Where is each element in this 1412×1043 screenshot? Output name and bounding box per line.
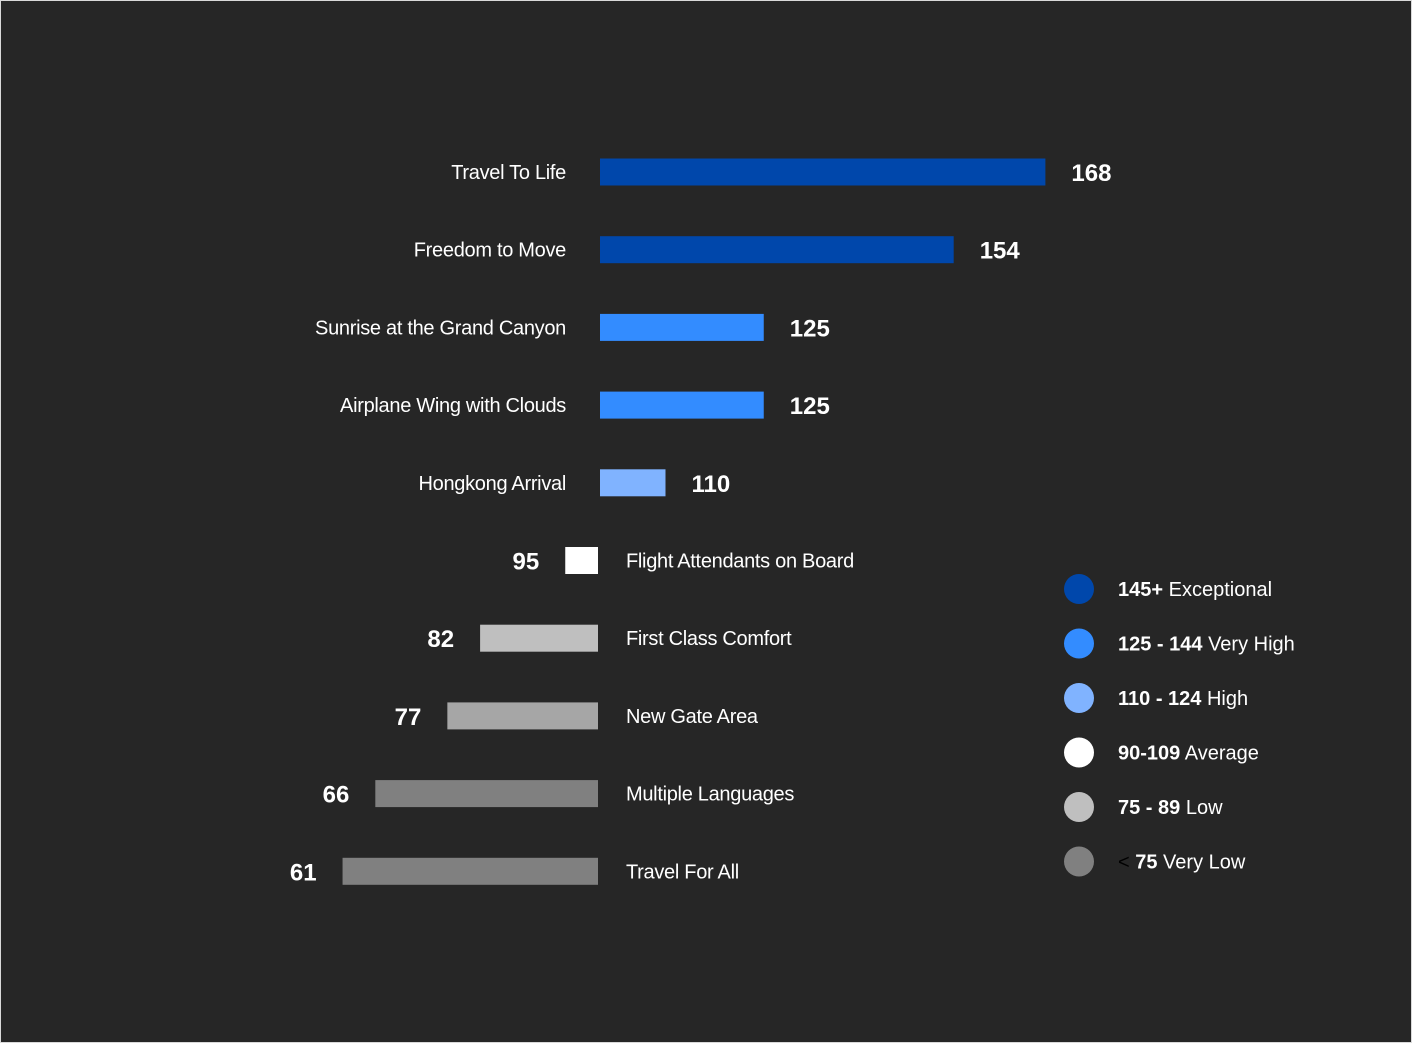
legend-label: 125 - 144 Very High [1118, 634, 1295, 656]
bars-layer: Travel To Life 168 Freedom to Move 154 Sunri… [290, 158, 1111, 886]
legend-label-part: Exceptional [1163, 579, 1272, 601]
category-label: Flight Attendants on Board [626, 551, 854, 573]
category-label: Airplane Wing with Clouds [340, 395, 566, 417]
category-label: Hongkong Arrival [418, 473, 566, 495]
legend-label-part: 110 - 124 [1118, 688, 1202, 710]
legend-label-part: 75 - 89 [1118, 797, 1180, 819]
legend-swatch [1064, 574, 1094, 604]
legend-swatch [1064, 792, 1094, 822]
legend-label-part: 145+ [1118, 579, 1163, 601]
value-label: 95 [513, 549, 540, 576]
bar [600, 313, 764, 341]
bar [480, 624, 598, 652]
value-label: 125 [790, 315, 830, 342]
legend-label-part: Average [1180, 743, 1259, 765]
category-label: Multiple Languages [626, 784, 794, 806]
legend-label-part: 75 [1130, 852, 1158, 874]
legend: 145+ Exceptional 125 - 144 Very High 110 -… [1064, 574, 1295, 877]
legend-label-part: High [1201, 688, 1248, 710]
category-label: Freedom to Move [414, 240, 566, 262]
value-label: 82 [427, 626, 454, 653]
value-label: 66 [323, 782, 350, 809]
bar [600, 469, 666, 497]
category-label: Sunrise at the Grand Canyon [315, 317, 566, 339]
legend-label: < 75 Very Low [1118, 852, 1246, 874]
legend-label-part: Very High [1203, 634, 1295, 656]
legend-label: 145+ Exceptional [1118, 579, 1272, 601]
legend-label: 75 - 89 Low [1118, 797, 1223, 819]
category-label: First Class Comfort [626, 628, 792, 650]
category-label: New Gate Area [626, 706, 759, 728]
bar [565, 547, 598, 574]
bar [600, 391, 764, 419]
legend-label: 90-109 Average [1118, 743, 1259, 765]
bar [600, 236, 954, 264]
value-label: 125 [790, 393, 830, 420]
bar [342, 857, 598, 885]
legend-label-part: Low [1180, 797, 1223, 819]
legend-swatch [1064, 846, 1094, 877]
bar [447, 702, 598, 730]
legend-label-part: < [1118, 852, 1130, 874]
value-label: 110 [692, 471, 731, 498]
legend-swatch [1064, 737, 1094, 768]
value-label: 168 [1071, 160, 1111, 187]
legend-swatch [1064, 683, 1094, 713]
value-label: 77 [395, 704, 422, 731]
category-label: Travel To Life [451, 162, 566, 184]
value-label: 154 [980, 238, 1021, 265]
legend-swatch [1064, 628, 1094, 659]
bar [600, 158, 1046, 186]
value-label: 61 [290, 859, 317, 886]
bar [375, 780, 598, 808]
category-label: Travel For All [626, 861, 739, 883]
legend-label-part: Very Low [1158, 852, 1246, 874]
legend-label-part: 125 - 144 [1118, 634, 1203, 656]
legend-label: 110 - 124 High [1118, 688, 1248, 710]
legend-label-part: 90-109 [1118, 743, 1180, 765]
